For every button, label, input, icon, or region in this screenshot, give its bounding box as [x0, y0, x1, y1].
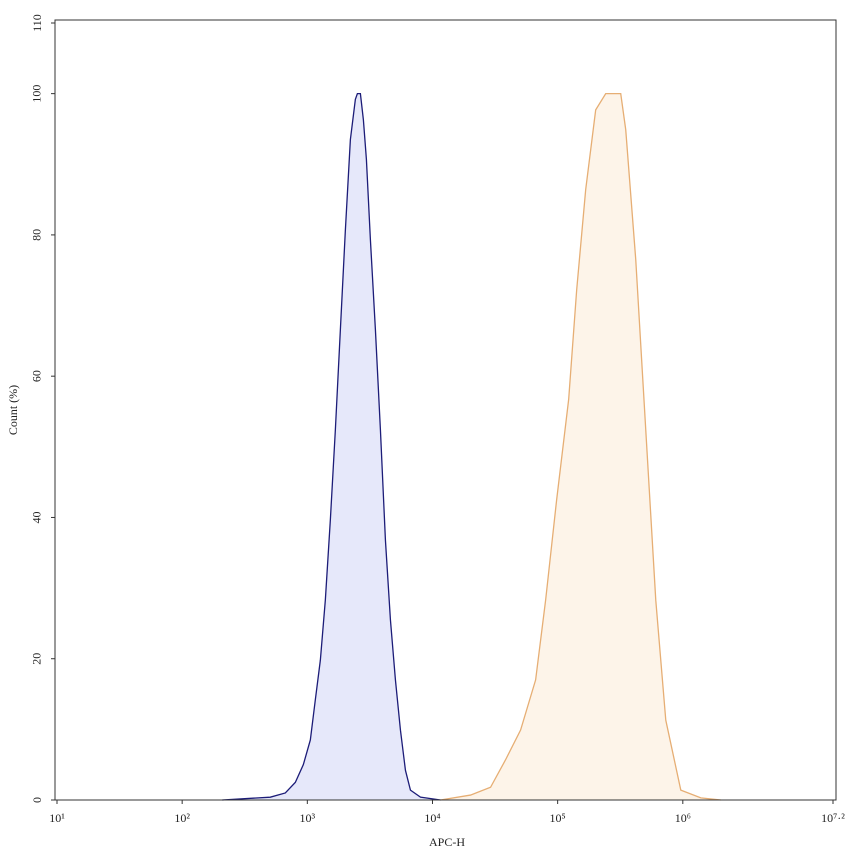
y-tick-label: 40 — [30, 511, 44, 523]
y-tick-label: 100 — [30, 85, 44, 103]
area-fill — [222, 93, 441, 800]
histogram-line — [440, 92, 721, 801]
y-tick-label: 20 — [30, 653, 44, 665]
x-tick-label: 10⁴ — [424, 811, 440, 825]
y-tick-label: 0 — [30, 797, 44, 803]
x-tick-label: 10⁶ — [675, 811, 691, 825]
y-axis-title: Count (%) — [6, 385, 20, 435]
x-tick-label: 10¹ — [49, 811, 65, 825]
y-tick-label: 60 — [30, 370, 44, 382]
area-fill — [440, 93, 721, 800]
y-tick-label: 80 — [30, 229, 44, 241]
histogram-line — [222, 92, 441, 801]
x-tick-label: 10⁷·² — [821, 811, 845, 825]
x-tick-label: 10³ — [300, 811, 316, 825]
x-axis-title: APC-H — [429, 835, 465, 849]
x-tick-label: 10⁵ — [550, 811, 566, 825]
x-tick-label: 10² — [174, 811, 190, 825]
plot-frame — [54, 19, 837, 801]
y-tick-label: 110 — [30, 14, 44, 32]
